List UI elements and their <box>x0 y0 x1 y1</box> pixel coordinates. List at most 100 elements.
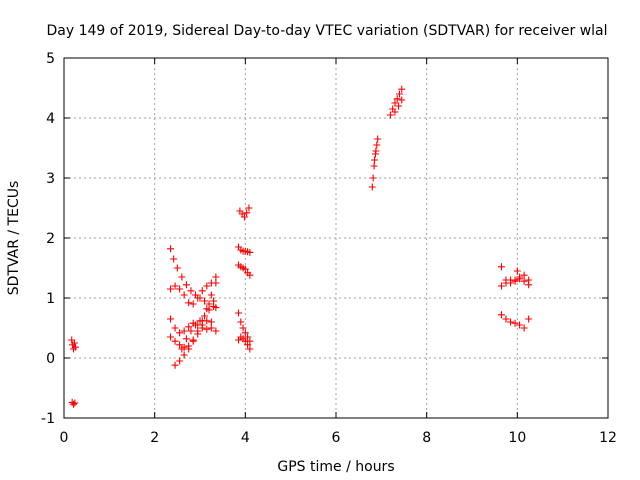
data-point <box>395 90 403 98</box>
data-point <box>237 318 245 326</box>
y-tick-label: 3 <box>46 171 55 187</box>
data-point <box>196 317 204 325</box>
data-point <box>497 263 505 271</box>
data-point <box>511 277 519 285</box>
data-point <box>203 282 211 290</box>
x-tick-label: 12 <box>599 430 617 446</box>
data-point <box>70 400 78 408</box>
series-seg-e <box>386 85 406 119</box>
data-point <box>171 282 179 290</box>
data-point <box>178 345 186 353</box>
data-point <box>198 287 206 295</box>
data-point <box>393 95 401 103</box>
data-point <box>203 325 211 333</box>
data-point <box>386 111 394 119</box>
data-point <box>212 304 220 312</box>
data-point <box>210 297 218 305</box>
data-point <box>502 315 510 323</box>
y-tick-label: 0 <box>46 351 55 367</box>
data-point <box>207 291 215 299</box>
data-point <box>187 287 195 295</box>
data-point <box>369 174 377 182</box>
x-tick-label: 8 <box>422 430 431 446</box>
data-point <box>507 276 515 284</box>
data-point <box>182 281 190 289</box>
x-tick-label: 4 <box>241 430 250 446</box>
series-seg-b2 <box>167 273 220 308</box>
data-point <box>520 324 528 332</box>
data-point <box>180 291 188 299</box>
series-seg-f3 <box>497 311 533 332</box>
series-seg-f2 <box>497 271 533 290</box>
grid-layer <box>64 58 608 418</box>
data-point <box>171 361 179 369</box>
data-point <box>167 285 175 293</box>
data-point <box>171 337 179 345</box>
series-seg-c5 <box>235 333 254 353</box>
data-point <box>167 245 175 253</box>
data-point <box>180 351 188 359</box>
data-point <box>244 333 252 341</box>
data-point <box>70 339 78 347</box>
data-point <box>205 306 213 314</box>
series-seg-d <box>368 135 382 191</box>
data-point <box>520 277 528 285</box>
data-point <box>180 327 188 335</box>
data-point <box>513 267 521 275</box>
series-seg-a1 <box>68 336 79 353</box>
data-point <box>212 327 220 335</box>
y-tick-label: 2 <box>46 231 55 247</box>
data-point <box>176 285 184 293</box>
data-point <box>201 297 209 305</box>
data-point <box>189 300 197 308</box>
data-point <box>70 345 78 353</box>
data-point <box>191 321 199 329</box>
data-point <box>187 327 195 335</box>
data-point <box>189 336 197 344</box>
data-point <box>502 279 510 287</box>
y-tick-label: 1 <box>46 291 55 307</box>
data-point <box>176 329 184 337</box>
data-point <box>171 324 179 332</box>
data-point <box>391 99 399 107</box>
data-point <box>497 311 505 319</box>
series-seg-c1 <box>236 204 253 221</box>
data-point <box>525 315 533 323</box>
data-point <box>246 248 254 256</box>
data-point <box>516 275 524 283</box>
data-point <box>241 337 249 345</box>
data-point <box>244 341 252 349</box>
data-point <box>207 318 215 326</box>
series-seg-b6 <box>178 297 218 353</box>
data-point <box>391 108 399 116</box>
data-point <box>373 141 381 149</box>
data-point <box>239 324 247 332</box>
data-point <box>243 209 251 217</box>
data-point <box>167 315 175 323</box>
series-seg-b1 <box>167 245 220 312</box>
data-point <box>176 357 184 365</box>
data-point <box>207 324 215 332</box>
x-tick-label: 10 <box>508 430 526 446</box>
data-point <box>520 271 528 279</box>
data-point <box>205 300 213 308</box>
data-point <box>201 312 209 320</box>
data-point <box>185 299 193 307</box>
y-tick-label: 4 <box>46 111 55 127</box>
x-tick-label: 2 <box>150 430 159 446</box>
data-point <box>71 343 79 351</box>
data-point <box>246 345 254 353</box>
data-point <box>212 273 220 281</box>
series-seg-a2 <box>68 398 79 408</box>
x-axis-title: GPS time / hours <box>277 459 394 475</box>
data-point <box>368 183 376 191</box>
series-seg-c4 <box>235 309 254 345</box>
data-point <box>245 204 253 212</box>
data-point <box>525 276 533 284</box>
data-point <box>395 102 403 110</box>
data-point <box>194 294 202 302</box>
data-point <box>372 147 380 155</box>
x-tick-label: 6 <box>332 430 341 446</box>
